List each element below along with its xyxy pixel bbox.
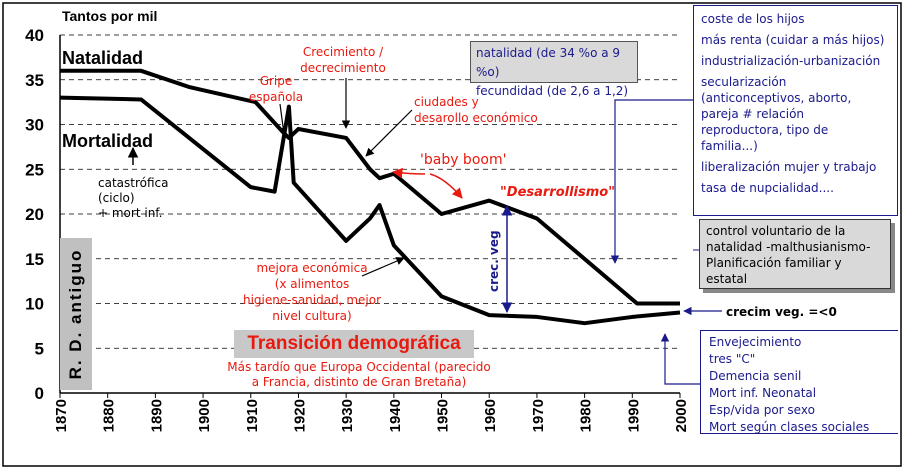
box-line: Esp/vida por sexo	[709, 403, 815, 417]
crecimiento-label: decrecimiento	[300, 61, 386, 75]
aging-connector	[660, 333, 700, 385]
natalidad-label: Natalidad	[62, 48, 143, 68]
natalidad-fecundidad-box: natalidad (de 34 %o a 9 %o) fecundidad (…	[470, 41, 638, 98]
y-tick-label: 30	[25, 116, 44, 135]
x-tick-label: 1910	[244, 399, 261, 432]
cause-item-line: pareja # relación	[701, 107, 805, 121]
box-line: tres "C"	[709, 352, 756, 366]
x-tick-label: 1970	[530, 399, 547, 432]
outer-frame	[2, 2, 902, 467]
x-tick-label: 1900	[196, 399, 213, 432]
x-tick-label: 1870	[53, 399, 70, 432]
ciudades-label: desarollo económico	[414, 111, 538, 125]
x-tick-label: 1930	[339, 399, 356, 432]
x-tick-label: 1960	[482, 399, 499, 432]
box-line: natalidad (de 34 %o a 9 %o)	[476, 46, 621, 79]
ciudades-label: ciudades y	[414, 95, 479, 109]
y-tick-label: 35	[25, 71, 44, 90]
rd-antiguo-label: R. D. antiguo	[66, 248, 85, 380]
y-tick-label: 20	[25, 205, 44, 224]
cause-item: industrialización-urbanización	[701, 53, 890, 69]
crec-veg-label: crec. veg	[487, 230, 501, 292]
box-line: control voluntario de la	[706, 224, 846, 238]
x-tick-label: 1950	[435, 399, 452, 432]
x-tick-label: 1940	[387, 399, 404, 432]
baby-boom-arrow-right	[429, 173, 463, 199]
cause-item: coste de los hijos	[701, 11, 890, 27]
crecim-veg-label: crecim veg. =<0	[726, 305, 837, 319]
box-line: fecundidad (de 2,6 a 1,2)	[476, 84, 629, 98]
transicion-subtitle-line: a Francia, distinto de Gran Bretaña)	[251, 375, 467, 389]
box-line: Mort según clases sociales	[709, 420, 870, 434]
gripe-label: española	[249, 90, 303, 104]
mejora-arrow	[361, 257, 405, 277]
x-tick-label: 1990	[625, 399, 642, 432]
baby-boom-arrow-left	[391, 167, 426, 179]
y-axis-title: Tantos por mil	[62, 8, 158, 24]
box-line: natalidad -malthusianismo-	[706, 240, 871, 254]
causes-connector	[610, 99, 693, 264]
rd-antiguo-box: R. D. antiguo	[60, 238, 92, 390]
cause-item: tasa de nupcialidad....	[701, 180, 890, 196]
transicion-subtitle: Más tardío que Europa Occidental (pareci…	[214, 360, 504, 390]
catastrofica-label: catastrófica	[98, 176, 169, 190]
cause-item-line: industrialización-urbanización	[701, 54, 881, 68]
cause-item-line: familia...)	[701, 139, 758, 153]
mejora-label: mejora económica	[256, 261, 367, 275]
y-tick-label: 0	[35, 384, 44, 403]
x-tick-label: 1890	[148, 399, 165, 432]
causes-box: coste de los hijos más renta (cuidar a má…	[693, 5, 898, 216]
box-line: Demencia senil	[709, 369, 802, 383]
cause-item: secularización (anticonceptivos, aborto, p…	[701, 74, 890, 154]
cause-item-line: liberalización mujer y trabajo	[701, 160, 877, 174]
transicion-subtitle-line: Más tardío que Europa Occidental (pareci…	[227, 360, 491, 374]
control-voluntario-box: control voluntario de la natalidad -malt…	[699, 219, 891, 289]
cause-item-line: reproductora, tipo de	[701, 123, 829, 137]
x-tick-label: 2000	[673, 399, 690, 432]
mejora-label: nivel cultura)	[272, 309, 351, 323]
gripe-label: Gripe	[260, 74, 293, 88]
baby-boom-label: 'baby boom'	[420, 152, 506, 168]
aging-box: Envejecimiento tres "C" Demencia senil M…	[700, 330, 898, 434]
catastrofica-label: (ciclo)	[98, 191, 135, 205]
box-line: estatal	[706, 272, 748, 286]
y-tick-label: 10	[25, 295, 44, 314]
box-line: Mort inf. Neonatal	[709, 386, 817, 400]
box-line: Envejecimiento	[709, 335, 802, 349]
x-tick-label: 1880	[101, 399, 118, 432]
gripe-arrow	[278, 103, 288, 137]
cause-item-line: secularización	[701, 75, 787, 89]
y-tick-label: 5	[35, 339, 44, 358]
y-tick-label: 40	[25, 26, 44, 45]
mortalidad-line	[59, 95, 681, 326]
mejora-label: (x alimentos	[275, 277, 350, 291]
causes-list: coste de los hijos más renta (cuidar a má…	[701, 11, 890, 196]
cause-item-line: coste de los hijos	[701, 12, 805, 26]
x-tick-label: 1980	[578, 399, 595, 432]
cause-item-line: (anticonceptivos, aborto,	[701, 91, 852, 105]
desarrollismo-label: "Desarrollismo"	[500, 185, 615, 200]
y-tick-label: 25	[25, 160, 44, 179]
x-tick-label: 1920	[291, 399, 308, 432]
cause-item-line: tasa de nupcialidad....	[701, 181, 834, 195]
cause-item: liberalización mujer y trabajo	[701, 159, 890, 175]
cause-item: más renta (cuidar a más hijos)	[701, 32, 890, 48]
transicion-title: Transición demográfica	[234, 330, 474, 358]
catastrofica-label: + mort inf.	[98, 206, 162, 220]
y-tick-label: 15	[25, 250, 44, 269]
mejora-label: higiene-sanidad, mejor	[243, 293, 381, 307]
cause-item-line: más renta (cuidar a más hijos)	[701, 33, 885, 47]
ciudades-arrow	[365, 109, 413, 157]
box-line: Planificación familiar y	[706, 256, 842, 270]
crecimiento-label: Crecimiento /	[303, 45, 384, 59]
natalidad-line	[60, 68, 680, 306]
mortalidad-label: Mortalidad	[62, 131, 153, 151]
